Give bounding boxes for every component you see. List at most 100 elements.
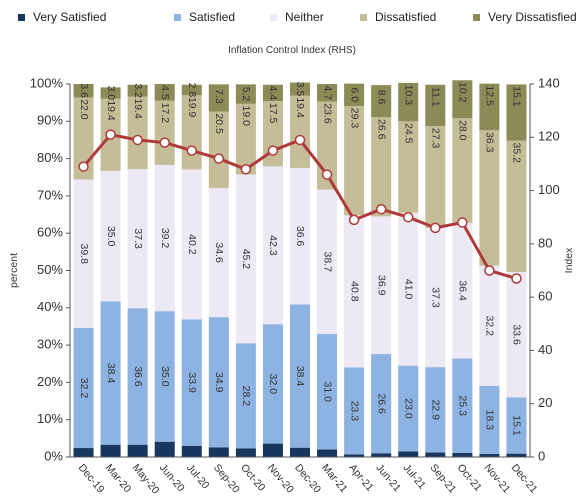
bar-value-label: 23.6	[321, 103, 333, 124]
x-tick-label: Oct-20	[238, 462, 268, 494]
bar-value-label: 2.8	[186, 83, 198, 98]
bar-segment	[452, 118, 473, 223]
bar-value-label: 45.2	[240, 249, 252, 270]
bar-value-label: 19.4	[105, 100, 117, 121]
y2-tick-label: 20	[538, 395, 552, 410]
bar-value-label: 17.2	[159, 103, 171, 124]
bar-value-label: 38.4	[105, 363, 117, 384]
bar-value-label: 17.5	[267, 103, 279, 124]
index-point	[348, 214, 360, 226]
bar-value-label: 26.6	[375, 393, 387, 414]
bar-segment	[371, 453, 392, 457]
bar-segment	[506, 84, 527, 141]
bar-segment	[208, 188, 229, 318]
bar-segment	[208, 447, 229, 457]
y-tick-label: 10%	[37, 411, 63, 426]
bar-segment	[289, 304, 311, 448]
x-tick-label: Jun-20	[157, 462, 187, 494]
index-point	[457, 217, 468, 228]
bar-segment	[127, 308, 148, 445]
bar-segment	[154, 441, 175, 457]
x-tick-label: Nov-20	[265, 462, 296, 496]
bar-value-label: 26.6	[375, 119, 387, 140]
bar-value-label: 40.8	[348, 281, 360, 302]
bar-segment	[100, 301, 121, 445]
bar-segment	[398, 82, 419, 122]
bar-segment	[289, 167, 311, 305]
bar-value-label: 15.1	[511, 86, 523, 107]
bar-segment	[73, 84, 94, 98]
bar-value-label: 11.1	[430, 87, 442, 107]
bar-segment	[154, 100, 175, 165]
index-point	[159, 137, 170, 148]
bar-value-label: 39.2	[159, 228, 171, 249]
index-point	[240, 164, 252, 175]
bar-value-label: 41.0	[402, 279, 414, 300]
bar-segment	[398, 121, 419, 213]
bar-value-label: 29.3	[348, 108, 360, 129]
index-point	[267, 145, 279, 156]
bar-segment	[452, 358, 473, 453]
legend-label: Dissatisfied	[375, 10, 437, 24]
bar-segment	[506, 140, 527, 272]
bar-segment	[262, 166, 283, 325]
bar-segment	[479, 454, 500, 457]
bar-segment	[344, 83, 365, 107]
bar-segment	[289, 447, 311, 457]
bar-value-label: 34.6	[213, 242, 225, 263]
bar-segment	[208, 111, 229, 189]
y-tick-label: 30%	[37, 337, 63, 352]
bar-segment	[235, 174, 256, 344]
bar-value-label: 24.5	[402, 123, 414, 144]
bar-segment	[344, 454, 365, 457]
bar-value-label: 36.4	[457, 280, 469, 301]
index-point	[511, 273, 522, 284]
bar-segment	[181, 84, 202, 96]
y-tick-label: 50%	[37, 262, 63, 277]
x-tick-label: Apr-21	[346, 462, 376, 494]
bar-segment	[100, 87, 121, 99]
x-tick-label: May-20	[130, 462, 162, 497]
bar-value-label: 39.8	[78, 243, 90, 264]
bar-segment	[100, 170, 121, 302]
bar-segment	[479, 130, 500, 266]
bar-value-label: 37.3	[132, 228, 144, 249]
legend-swatch	[18, 13, 25, 21]
x-tick-label: Dec-19	[76, 462, 107, 496]
index-point	[430, 222, 441, 234]
y-tick-label: 0%	[44, 448, 63, 463]
bar-segment	[154, 311, 175, 442]
legend-swatch	[360, 13, 367, 21]
legend-item-neither: Neither	[270, 10, 324, 24]
bar-segment	[235, 84, 256, 104]
x-tick-label: Mar-20	[103, 462, 134, 495]
bar-value-label: 12.5	[484, 85, 496, 106]
bar-segment	[73, 179, 94, 328]
bar-value-label: 40.2	[186, 234, 198, 255]
bar-value-label: 36.3	[484, 132, 496, 153]
bar-value-label: 8.6	[375, 90, 387, 105]
y2-tick-label: 120	[538, 129, 560, 144]
bar-value-label: 4.7	[321, 85, 333, 100]
bar-value-label: 3.2	[132, 83, 144, 98]
bar-segment	[479, 385, 500, 455]
bar-value-label: 35.2	[511, 142, 523, 163]
index-point	[105, 129, 116, 140]
bar-segment	[127, 84, 148, 97]
bar-value-label: 10.2	[457, 82, 469, 103]
bar-value-label: 4.4	[267, 86, 279, 101]
chart-legend: Very Satisfied Satisfied Neither Dissati…	[18, 10, 584, 32]
bar-segment	[127, 444, 148, 457]
bar-value-label: 34.9	[213, 372, 225, 393]
x-tick-label: Nov-21	[482, 462, 513, 496]
y2-tick-label: 80	[538, 235, 552, 250]
bar-segment	[289, 82, 311, 96]
bar-value-label: 22.9	[430, 400, 442, 421]
bar-segment	[317, 449, 338, 457]
x-tick-label: Jul-20	[184, 462, 212, 492]
x-tick-label: Jun-21	[373, 462, 403, 494]
index-point	[402, 211, 414, 223]
bar-value-label: 19.4	[132, 98, 144, 119]
bar-value-label: 25.3	[457, 395, 469, 416]
x-tick-label: Sep-21	[427, 462, 458, 496]
